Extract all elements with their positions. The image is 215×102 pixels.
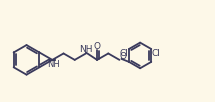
- Text: NH: NH: [47, 60, 60, 69]
- Text: O: O: [94, 42, 101, 51]
- Text: Cl: Cl: [120, 49, 128, 58]
- Text: O: O: [120, 52, 127, 61]
- Text: Cl: Cl: [152, 49, 161, 58]
- Text: NH: NH: [79, 45, 93, 54]
